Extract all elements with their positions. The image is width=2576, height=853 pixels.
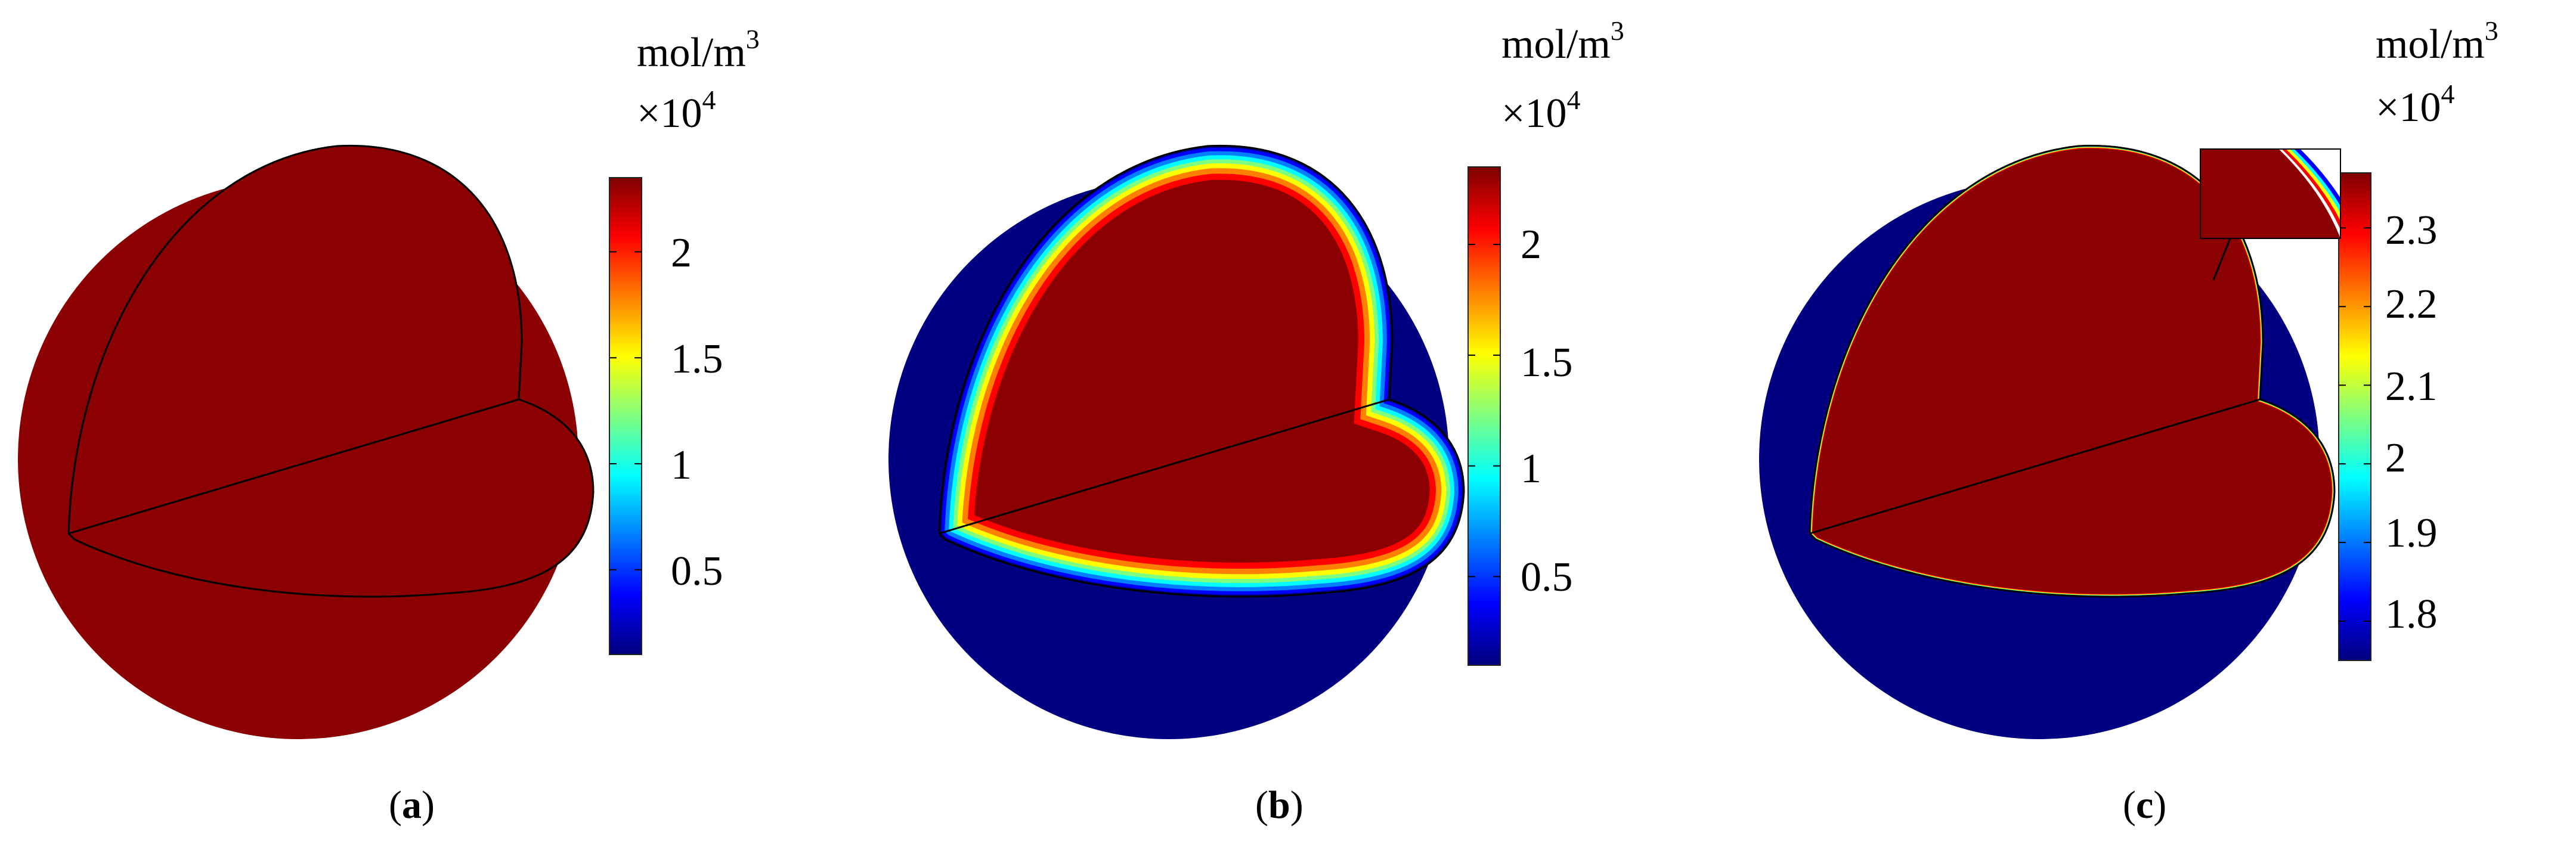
- colorbar-c: [2338, 172, 2371, 661]
- zoom-band-1: [2286, 149, 2340, 221]
- cut-face-b: [939, 145, 1464, 597]
- caption-c: (c): [2123, 783, 2167, 827]
- colorbar-tick-c-3: 2: [2385, 435, 2406, 481]
- colorbar-tick-b-2: 1: [1521, 446, 1541, 492]
- cut-diameter-a: [68, 398, 519, 535]
- colorbar-tick-b-0: 2: [1521, 222, 1541, 268]
- unit-label-c: mol/m3: [2376, 15, 2498, 67]
- zoom-core: [2200, 149, 2340, 238]
- panel-a: [18, 144, 642, 739]
- core-b: [939, 145, 1464, 597]
- caption-b: (b): [1255, 783, 1304, 827]
- colorbar-a: [609, 177, 642, 655]
- core-fill-b: [939, 145, 1464, 597]
- multiplier-label-c: ×104: [2376, 79, 2455, 131]
- zoom-leader-line: [2212, 238, 2231, 281]
- cut-diameter-c: [1809, 398, 2261, 535]
- cut-outline-b: [938, 144, 1465, 598]
- cut-face-a: [69, 145, 593, 597]
- colorbar-tick-a-3: 0.5: [671, 548, 723, 594]
- colorbar-b: [1467, 166, 1501, 666]
- colorbar-tick-b-1: 1.5: [1521, 340, 1573, 386]
- cut-outline-c: [1809, 144, 2336, 598]
- multiplier-label-b: ×104: [1501, 85, 1581, 137]
- panel-b: [888, 144, 1501, 739]
- core-fill-c: [1810, 145, 2334, 597]
- unit-label-b: mol/m3: [1501, 15, 1624, 67]
- colorbar-tick-a-1: 1.5: [671, 336, 723, 382]
- colorbar-tick-c-0: 2.3: [2385, 207, 2438, 253]
- unit-label-a: mol/m3: [637, 24, 760, 76]
- cut-outline-a: [67, 144, 595, 598]
- multiplier-label-a: ×104: [637, 85, 716, 137]
- cut-diameter-b: [939, 398, 1390, 535]
- colorbar-tick-c-4: 1.9: [2385, 510, 2438, 556]
- colorbar-tick-a-2: 1: [671, 442, 692, 488]
- colorbar-tick-c-2: 2.1: [2385, 364, 2438, 410]
- zoom-inset: [2200, 149, 2340, 238]
- zoom-band-3: [2294, 149, 2340, 206]
- zoom-band-0: [2281, 149, 2340, 230]
- zoom-frame: [2200, 148, 2341, 239]
- panel-c: [1759, 144, 2371, 739]
- colorbar-tick-c-5: 1.8: [2385, 591, 2438, 637]
- zoom-band-2: [2290, 149, 2340, 213]
- colorbar-tick-b-3: 0.5: [1521, 554, 1573, 600]
- colorbar-tick-c-1: 2.2: [2385, 281, 2438, 327]
- colorbar-tick-a-0: 2: [671, 230, 692, 276]
- caption-a: (a): [389, 783, 435, 827]
